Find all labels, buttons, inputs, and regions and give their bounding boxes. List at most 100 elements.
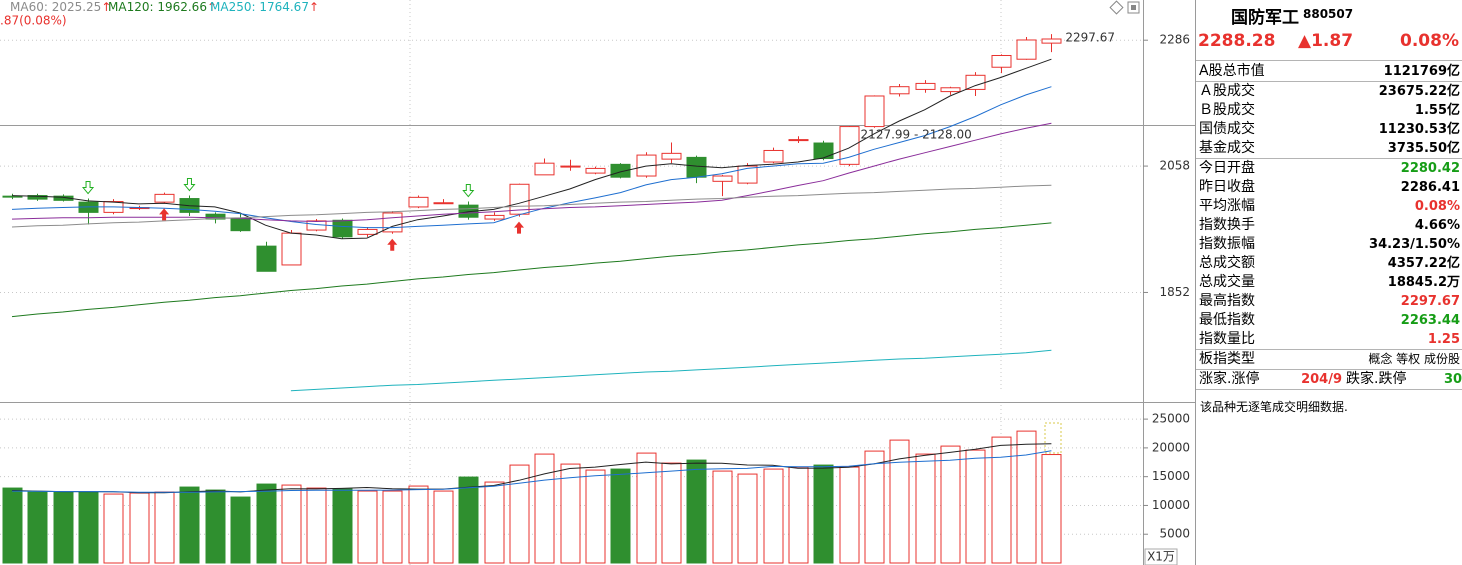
sell-signal: [81, 181, 95, 195]
info-panel: 国防军工 880507 2288.28 ▲1.87 0.08% A股总市值 1121769亿…: [1195, 0, 1462, 565]
info-label: A股总市值: [1199, 63, 1265, 79]
info-value: 1.55亿: [1414, 103, 1460, 118]
buy-signal: [387, 238, 398, 251]
volume-bar: [560, 463, 581, 564]
info-row: 最高指数 2297.67: [1196, 292, 1462, 311]
candle-body: [256, 245, 277, 272]
info-label: 基金成交: [1199, 140, 1255, 156]
icon[interactable]: [1109, 0, 1124, 15]
info-label: 总成交量: [1199, 274, 1255, 290]
breadth-row: 涨家.涨停 204/9 跌家.跌停 306/2: [1196, 370, 1462, 389]
chart: .87(0.08%) X1万 1852 2058 2286 2297.67 2127.9…: [0, 0, 1195, 565]
change: ▲1.87: [1298, 31, 1354, 51]
separator: [1196, 60, 1462, 61]
icon[interactable]: [1127, 1, 1140, 14]
volume-bar: [129, 492, 150, 564]
candle-body: [965, 74, 986, 90]
candle-body: [53, 195, 74, 201]
volume-bar: [763, 468, 784, 564]
candle-body: [915, 82, 936, 90]
y-tick-label: 5000: [1159, 527, 1190, 541]
volume-bar: [839, 466, 860, 564]
candle-body: [1016, 39, 1037, 60]
candle-body: [610, 163, 631, 178]
candle-body: [1041, 38, 1062, 44]
y-tick-label: 2286: [1159, 33, 1190, 47]
legend-text: MA60: 2025.25: [10, 0, 101, 14]
volume-bar: [864, 450, 885, 564]
info-row: 总成交量 18845.2万: [1196, 273, 1462, 292]
info-value: 18845.2万: [1387, 275, 1460, 290]
info-row: 今日开盘 2280.42: [1196, 159, 1462, 178]
legend-entry: MA120: 1962.66↑: [108, 0, 217, 14]
separator: [1196, 158, 1462, 159]
info-row: A股总市值 1121769亿: [1196, 62, 1462, 81]
unit-box: [1144, 548, 1178, 565]
info-row: Ａ股成交 23675.22亿: [1196, 82, 1462, 101]
info-value: 1.25: [1427, 332, 1460, 347]
volume-bar: [27, 491, 48, 564]
price: 2288.28: [1198, 31, 1276, 51]
legend-text: MA250: 1764.67: [210, 0, 309, 14]
change-pct: 0.08%: [1400, 31, 1459, 51]
annotation: 2127.99 - 2128.00: [861, 128, 972, 142]
info-label: 最低指数: [1199, 312, 1255, 328]
info-row: 板指类型 概念 等权 成份股: [1196, 350, 1462, 369]
ma-line: [11, 58, 1052, 240]
candle-body: [534, 162, 555, 176]
candle-body: [560, 165, 581, 168]
candle-body: [712, 175, 733, 182]
unit-label: X1万: [1147, 550, 1175, 564]
candle-body: [27, 195, 48, 200]
volume-bar: [256, 483, 277, 564]
icon: [1131, 5, 1136, 10]
volume-bar: [382, 490, 403, 564]
ma-line: [11, 222, 1052, 318]
info-value: 11230.53亿: [1378, 122, 1460, 137]
volume-bar: [332, 488, 353, 564]
separator: [1196, 349, 1462, 350]
sell-signal: [462, 184, 475, 198]
volume-bar: [686, 459, 707, 564]
y-tick-label: 2058: [1159, 159, 1190, 173]
volume-bar: [737, 473, 758, 564]
sell-signal: [183, 178, 196, 192]
info-row: 最低指数 2263.44: [1196, 311, 1462, 330]
info-value: 2297.67: [1400, 294, 1460, 309]
separator: [1196, 81, 1462, 82]
ma-line: [11, 450, 1052, 493]
legend-entry: MA60: 2025.25↑: [10, 0, 111, 14]
candle-body: [940, 87, 961, 93]
info-value: 概念 等权 成份股: [1368, 352, 1460, 366]
candle-body: [788, 139, 809, 142]
candle-body: [661, 152, 682, 160]
info-row: 总成交额 4357.22亿: [1196, 254, 1462, 273]
volume-bar: [636, 452, 657, 564]
volume-bar: [940, 445, 961, 564]
legend-arrow: ↑: [207, 0, 217, 14]
volume-bar: [1041, 454, 1062, 564]
volume-bar: [534, 453, 555, 564]
candle-body: [686, 156, 707, 178]
info-row: 指数量比 1.25: [1196, 330, 1462, 349]
legend-arrow: ↑: [101, 0, 111, 14]
volume-bar: [915, 453, 936, 564]
info-label: Ｂ股成交: [1199, 102, 1255, 118]
info-label: 最高指数: [1199, 293, 1255, 309]
info-row: 平均涨幅 0.08%: [1196, 197, 1462, 216]
buy-signal: [514, 221, 524, 234]
candle-body: [281, 232, 302, 266]
volume-bar: [610, 468, 631, 564]
volume-bar: [458, 476, 479, 564]
candle-body: [484, 214, 505, 220]
candle-body: [357, 228, 378, 235]
info-label: 指数振幅: [1199, 236, 1255, 252]
candle-body: [230, 217, 251, 232]
volume-bar: [965, 449, 986, 564]
info-row: 基金成交 3735.50亿: [1196, 139, 1462, 158]
y-tick-label: 15000: [1152, 469, 1190, 483]
buy-signal: [159, 208, 170, 221]
info-label: 指数量比: [1199, 331, 1255, 347]
volume-bar: [2, 487, 23, 564]
y-tick-label: 1852: [1159, 285, 1190, 299]
